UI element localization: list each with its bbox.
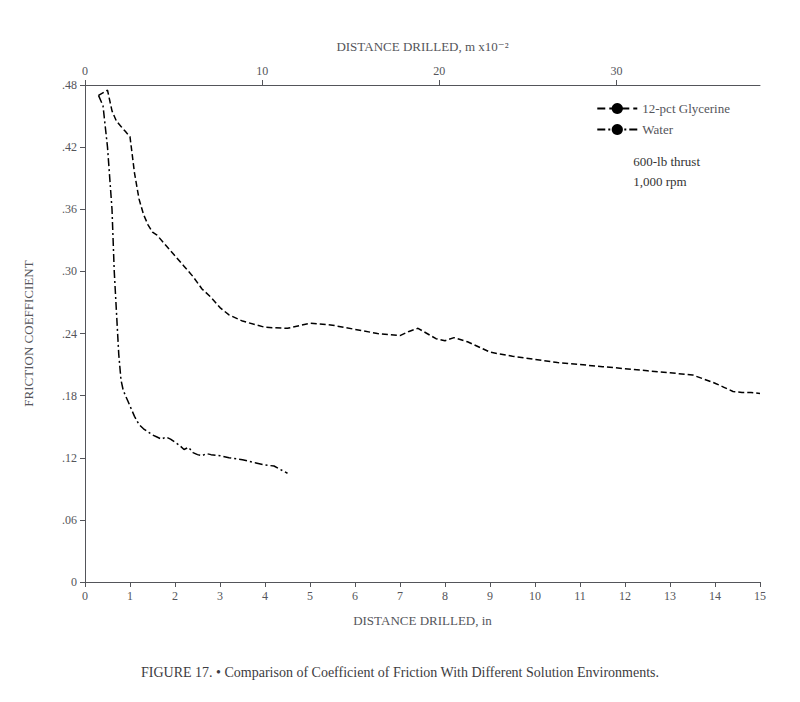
svg-text:600-lb thrust: 600-lb thrust (633, 154, 700, 169)
svg-text:FIGURE 17. • Comparison of Coe: FIGURE 17. • Comparison of Coefficient o… (141, 665, 659, 680)
svg-text:12-pct Glycerine: 12-pct Glycerine (642, 101, 730, 116)
svg-text:.48: .48 (62, 78, 77, 92)
svg-text:11: 11 (574, 589, 586, 603)
svg-text:.30: .30 (62, 264, 77, 278)
svg-text:6: 6 (352, 589, 358, 603)
svg-text:9: 9 (487, 589, 493, 603)
svg-text:Water: Water (642, 122, 673, 137)
svg-text:13: 13 (664, 589, 676, 603)
svg-text:.06: .06 (62, 513, 77, 527)
svg-text:0: 0 (82, 589, 88, 603)
svg-text:4: 4 (262, 589, 268, 603)
svg-text:8: 8 (442, 589, 448, 603)
svg-text:10: 10 (529, 589, 541, 603)
svg-text:DISTANCE DRILLED, m x10⁻²: DISTANCE DRILLED, m x10⁻² (336, 39, 508, 54)
svg-text:FRICTION COEFFICIENT: FRICTION COEFFICIENT (21, 260, 36, 406)
svg-text:15: 15 (754, 589, 766, 603)
svg-text:5: 5 (307, 589, 313, 603)
svg-text:1: 1 (127, 589, 133, 603)
svg-text:.24: .24 (62, 327, 77, 341)
svg-text:12: 12 (619, 589, 631, 603)
svg-text:30: 30 (610, 64, 622, 78)
svg-text:.18: .18 (62, 389, 77, 403)
svg-text:2: 2 (172, 589, 178, 603)
svg-text:20: 20 (433, 64, 445, 78)
svg-text:.42: .42 (62, 140, 77, 154)
svg-text:14: 14 (709, 589, 721, 603)
svg-text:10: 10 (256, 64, 268, 78)
svg-text:0: 0 (82, 64, 88, 78)
svg-text:DISTANCE DRILLED, in: DISTANCE DRILLED, in (353, 613, 492, 628)
svg-text:.36: .36 (62, 202, 77, 216)
svg-text:1,000 rpm: 1,000 rpm (633, 174, 686, 189)
svg-text:7: 7 (397, 589, 403, 603)
svg-text:.12: .12 (62, 451, 77, 465)
svg-text:0: 0 (71, 575, 77, 589)
svg-text:3: 3 (217, 589, 223, 603)
